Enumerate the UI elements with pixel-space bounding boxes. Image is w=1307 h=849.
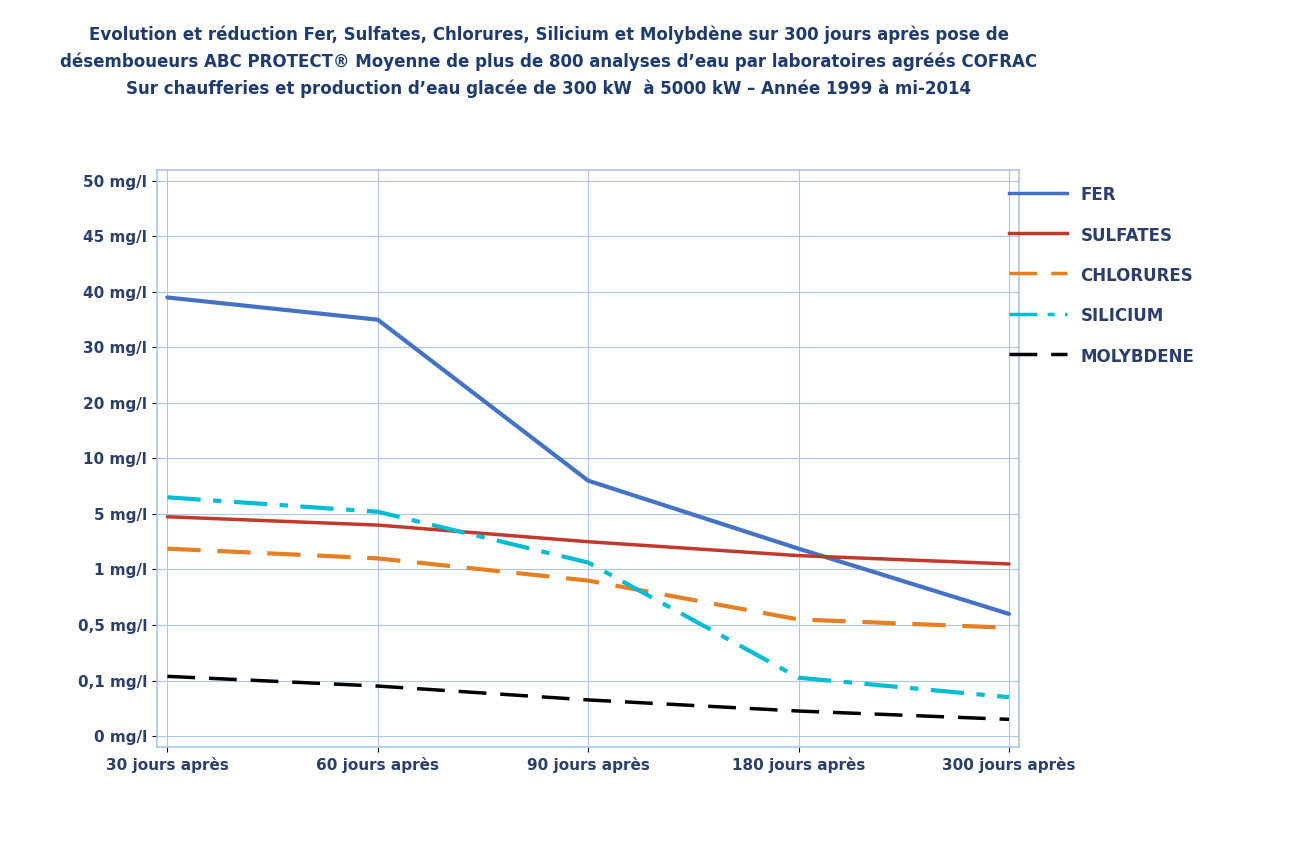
Text: désemboueurs ABC PROTECT® Moyenne de plus de 800 analyses d’eau par laboratoires: désemboueurs ABC PROTECT® Moyenne de plu… bbox=[60, 115, 1038, 133]
Text: Evolution et réduction Fer, Sulfates, Chlorures, Silicium et Molybdène sur 300 j: Evolution et réduction Fer, Sulfates, Ch… bbox=[60, 25, 1038, 98]
Legend: FER, SULFATES, CHLORURES, SILICIUM, MOLYBDENE: FER, SULFATES, CHLORURES, SILICIUM, MOLY… bbox=[1002, 178, 1201, 373]
